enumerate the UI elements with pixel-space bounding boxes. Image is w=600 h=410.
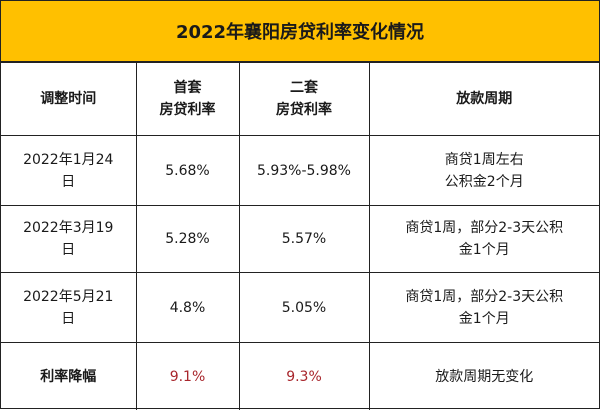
period-line1: 商贷1周，部分2-3天公积 [374, 217, 596, 239]
cell-second-rate: 5.93%-5.98% [239, 136, 369, 206]
header-first-line1: 首套 [141, 77, 235, 99]
cell-second-rate: 5.57% [239, 206, 369, 273]
cell-first-rate: 4.8% [136, 273, 239, 343]
table-title: 2022年襄阳房贷利率变化情况 [1, 1, 599, 63]
cell-second-rate: 5.05% [239, 273, 369, 343]
cell-first-rate: 5.28% [136, 206, 239, 273]
cell-first-rate: 5.68% [136, 136, 239, 206]
header-row: 调整时间 首套 房贷利率 二套 房贷利率 放款周期 [1, 63, 599, 136]
header-first-rate: 首套 房贷利率 [136, 63, 239, 136]
cell-date: 2022年1月24 日 [1, 136, 136, 206]
cell-date: 2022年5月21 日 [1, 273, 136, 343]
table-row: 2022年5月21 日 4.8% 5.05% 商贷1周，部分2-3天公积 金1个… [1, 273, 599, 343]
header-second-line1: 二套 [244, 77, 365, 99]
date-line2: 日 [5, 171, 132, 193]
period-line2: 金1个月 [374, 308, 596, 330]
date-line1: 2022年3月19 [5, 217, 132, 239]
period-line1: 商贷1周，部分2-3天公积 [374, 286, 596, 308]
summary-row: 利率降幅 9.1% 9.3% 放款周期无变化 [1, 343, 599, 410]
summary-label: 利率降幅 [1, 343, 136, 410]
header-date: 调整时间 [1, 63, 136, 136]
header-period: 放款周期 [369, 63, 599, 136]
cell-date: 2022年3月19 日 [1, 206, 136, 273]
cell-period: 商贷1周，部分2-3天公积 金1个月 [369, 273, 599, 343]
period-line1: 商贷1周左右 [374, 149, 596, 171]
rate-table: 调整时间 首套 房贷利率 二套 房贷利率 放款周期 2022年1月24 日 5.… [1, 63, 599, 410]
date-line2: 日 [5, 308, 132, 330]
cell-period: 商贷1周，部分2-3天公积 金1个月 [369, 206, 599, 273]
header-second-rate: 二套 房贷利率 [239, 63, 369, 136]
date-line1: 2022年1月24 [5, 149, 132, 171]
summary-first-rate-drop: 9.1% [136, 343, 239, 410]
period-line2: 公积金2个月 [374, 171, 596, 193]
header-second-line2: 房贷利率 [244, 99, 365, 121]
date-line2: 日 [5, 239, 132, 261]
period-line2: 金1个月 [374, 239, 596, 261]
date-line1: 2022年5月21 [5, 286, 132, 308]
table-row: 2022年3月19 日 5.28% 5.57% 商贷1周，部分2-3天公积 金1… [1, 206, 599, 273]
summary-second-rate-drop: 9.3% [239, 343, 369, 410]
table-row: 2022年1月24 日 5.68% 5.93%-5.98% 商贷1周左右 公积金… [1, 136, 599, 206]
header-first-line2: 房贷利率 [141, 99, 235, 121]
summary-period: 放款周期无变化 [369, 343, 599, 410]
cell-period: 商贷1周左右 公积金2个月 [369, 136, 599, 206]
